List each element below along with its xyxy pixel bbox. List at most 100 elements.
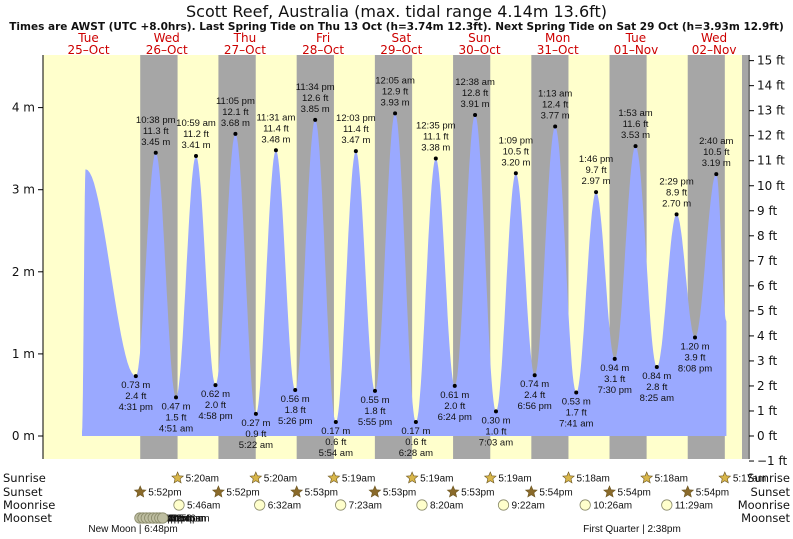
tide-m-label: 3.48 m — [261, 134, 290, 145]
tide-time-label: 12:35 pm — [416, 121, 456, 132]
moonrise-time: 6:32am — [268, 501, 301, 512]
tide-point — [452, 383, 457, 388]
day-name: Tue — [625, 31, 647, 45]
tide-ft-label: 12.9 ft — [382, 86, 409, 97]
sunset-star-icon — [133, 485, 147, 498]
ytick-label-ft: 10 ft — [757, 179, 785, 193]
new-moon-label: New Moon | 6:48pm — [88, 524, 177, 535]
tide-point — [612, 356, 617, 361]
row-label-left: Moonset — [3, 511, 52, 525]
sunset-time: 5:52pm — [148, 488, 181, 499]
tide-point — [253, 411, 258, 416]
tide-point — [174, 395, 179, 400]
tide-m-label: 0.61 m — [440, 390, 469, 401]
day-name: Tue — [77, 31, 99, 45]
tide-m-label: 0.27 m — [241, 418, 270, 429]
tide-time-label: 1:46 pm — [579, 154, 613, 165]
tide-ft-label: 0.9 ft — [245, 429, 266, 440]
tide-ft-label: 10.5 ft — [703, 147, 730, 158]
tide-ft-label: 12.4 ft — [542, 99, 569, 110]
tide-m-label: 3.38 m — [421, 143, 450, 154]
moonrise-moon-icon — [579, 499, 591, 511]
moonrise-time: 11:29am — [675, 501, 713, 512]
tide-time-label: 7:41 am — [559, 418, 593, 429]
tide-m-label: 2.70 m — [662, 198, 691, 209]
sunset-star-icon — [368, 485, 382, 498]
moonrise-time: 9:22am — [512, 501, 545, 512]
ytick-label-ft: −1 ft — [757, 454, 788, 468]
tide-ft-label: 1.5 ft — [165, 412, 186, 423]
tide-m-label: 2.97 m — [582, 176, 611, 187]
tide-time-label: 12:38 am — [455, 77, 495, 88]
moonrise-moon-icon — [661, 499, 673, 511]
day-name: Wed — [154, 31, 180, 45]
tide-m-label: 0.62 m — [201, 389, 230, 400]
tide-point — [674, 212, 679, 217]
tide-m-label: 0.55 m — [360, 395, 389, 406]
row-label-left: Moonrise — [3, 498, 55, 512]
sunrise-time: 5:18am — [576, 474, 609, 485]
tide-point — [393, 111, 398, 116]
sunrise-time: 5:18am — [655, 474, 688, 485]
sunrise-time: 5:19am — [420, 474, 453, 485]
tide-point — [333, 420, 338, 425]
tide-time-label: 12:03 pm — [336, 113, 376, 124]
moonrise-time: 5:46am — [187, 501, 220, 512]
chart-title: Scott Reef, Australia (max. tidal range … — [186, 2, 607, 21]
tide-point — [513, 171, 518, 176]
tide-time-label: 5:55 pm — [358, 417, 392, 428]
tide-m-label: 0.73 m — [121, 380, 150, 391]
moonset-time: 11:53pm — [168, 514, 206, 525]
tide-ft-label: 12.6 ft — [302, 93, 329, 104]
day-date: 01–Nov — [614, 43, 659, 57]
tide-m-label: 0.74 m — [520, 379, 549, 390]
ytick-label-ft: 9 ft — [757, 204, 777, 218]
tide-time-label: 5:22 am — [239, 440, 273, 451]
tide-time-label: 11:31 am — [256, 112, 295, 123]
row-label-left: Sunset — [3, 485, 43, 499]
tide-ft-label: 0.6 ft — [325, 437, 346, 448]
moonset-time: 10:54pm — [165, 514, 204, 525]
tide-time-label: 1:09 pm — [499, 135, 533, 146]
tide-m-label: 1.20 m — [680, 341, 709, 352]
tide-point — [233, 131, 238, 136]
sunset-star-icon — [524, 485, 538, 498]
ytick-label-ft: 3 ft — [757, 354, 777, 368]
tide-time-label: 7:03 am — [479, 437, 513, 448]
tide-point — [273, 148, 278, 153]
tide-time-label: 1:53 am — [618, 108, 652, 119]
sunrise-star-icon — [405, 471, 419, 484]
first-quarter-label: First Quarter | 2:38pm — [583, 524, 681, 535]
tide-point — [714, 172, 719, 177]
moonrise-moon-icon — [335, 499, 347, 511]
day-labels: Tue25–OctWed26–OctThu27–OctFri28–OctSat2… — [68, 31, 737, 57]
tide-ft-label: 1.8 ft — [285, 405, 306, 416]
tide-m-label: 3.45 m — [141, 137, 170, 148]
tide-point — [532, 373, 537, 378]
day-date: 30–Oct — [459, 43, 501, 57]
tide-ft-label: 0.6 ft — [405, 437, 426, 448]
day-date: 28–Oct — [302, 43, 344, 57]
tide-ft-label: 2.8 ft — [646, 382, 667, 393]
day-date: 26–Oct — [146, 43, 188, 57]
tide-ft-label: 1.0 ft — [485, 426, 506, 437]
sunset-star-icon — [446, 485, 460, 498]
ytick-label-m: 4 m — [12, 101, 35, 115]
tide-time-label: 8:08 pm — [678, 363, 712, 374]
tide-time-label: 6:28 am — [399, 448, 433, 459]
ytick-label-ft: 6 ft — [757, 279, 777, 293]
tide-m-label: 0.17 m — [401, 426, 430, 437]
tide-point — [372, 388, 377, 393]
ytick-label-ft: 15 ft — [757, 54, 785, 68]
tide-ft-label: 11.2 ft — [183, 129, 209, 140]
sunset-time: 5:54pm — [618, 488, 651, 499]
chart-subtitle: Times are AWST (UTC +8.0hrs). Last Sprin… — [9, 21, 784, 33]
sunrise-star-icon — [171, 471, 185, 484]
sunrise-star-icon — [640, 471, 654, 484]
tide-point — [493, 409, 498, 414]
tide-ft-label: 2.0 ft — [205, 400, 226, 411]
ytick-label-ft: 11 ft — [757, 154, 785, 168]
tide-ft-label: 11.4 ft — [343, 124, 369, 135]
